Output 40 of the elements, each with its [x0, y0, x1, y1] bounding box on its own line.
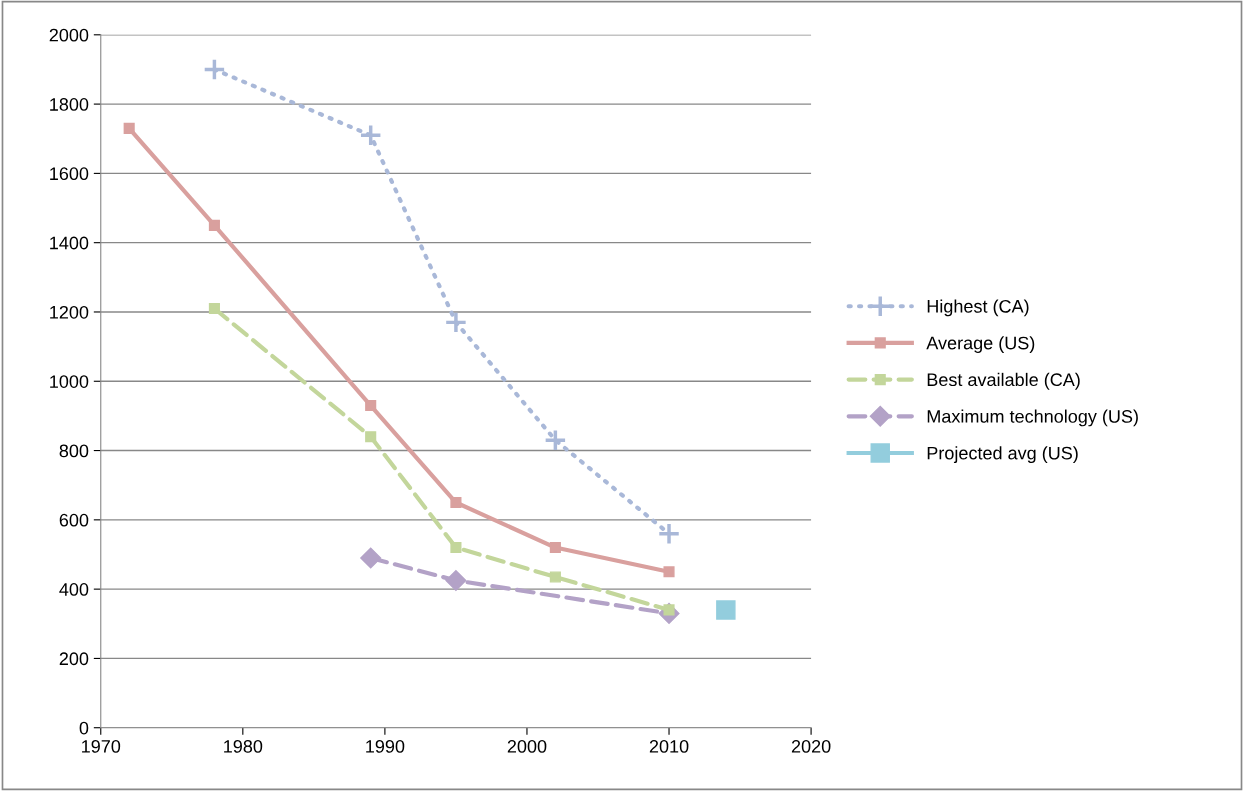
- y-tick-label: 800: [59, 444, 89, 458]
- point: [549, 571, 561, 583]
- x-tick-label: 2010: [649, 740, 689, 753]
- x-tick-label: 2020: [791, 740, 831, 753]
- legend-label: Highest (CA): [927, 299, 1029, 317]
- point: [543, 428, 567, 452]
- x-tick-label: 1990: [366, 740, 405, 753]
- point: [359, 123, 383, 147]
- x-tick-label: 2000: [507, 740, 547, 753]
- y-tick-label: 1600: [50, 167, 89, 181]
- y-tick-label: 2000: [49, 28, 89, 42]
- point: [450, 542, 462, 554]
- point: [208, 219, 220, 231]
- point: [123, 122, 135, 134]
- y-tick-label: 600: [59, 513, 89, 527]
- point: [445, 569, 467, 591]
- point: [444, 310, 468, 334]
- y-tick-label: 400: [59, 583, 89, 596]
- point: [360, 547, 382, 569]
- x-tick-label: 1970: [82, 740, 121, 753]
- point: [365, 431, 377, 443]
- legend-label: Best available (CA): [927, 372, 1080, 390]
- point: [450, 496, 462, 509]
- y-tick-label: 1800: [50, 98, 89, 111]
- y-tick-label: 1200: [50, 305, 89, 319]
- legend-label: Average (US): [926, 336, 1035, 353]
- point: [365, 399, 377, 412]
- y-tick-label: 1000: [50, 375, 89, 388]
- point: [208, 302, 220, 315]
- legend-label: Projected avg (US): [927, 446, 1078, 464]
- point: [202, 57, 226, 81]
- point: [549, 542, 561, 554]
- y-tick-label: 0: [79, 721, 89, 735]
- y-tick-label: 1400: [50, 236, 89, 250]
- y-tick-label: 200: [59, 652, 89, 666]
- point: [663, 566, 675, 578]
- point: [716, 600, 736, 620]
- legend-label: Maximum technology (US): [927, 409, 1138, 427]
- x-tick-label: 1980: [224, 740, 263, 753]
- point: [657, 522, 681, 546]
